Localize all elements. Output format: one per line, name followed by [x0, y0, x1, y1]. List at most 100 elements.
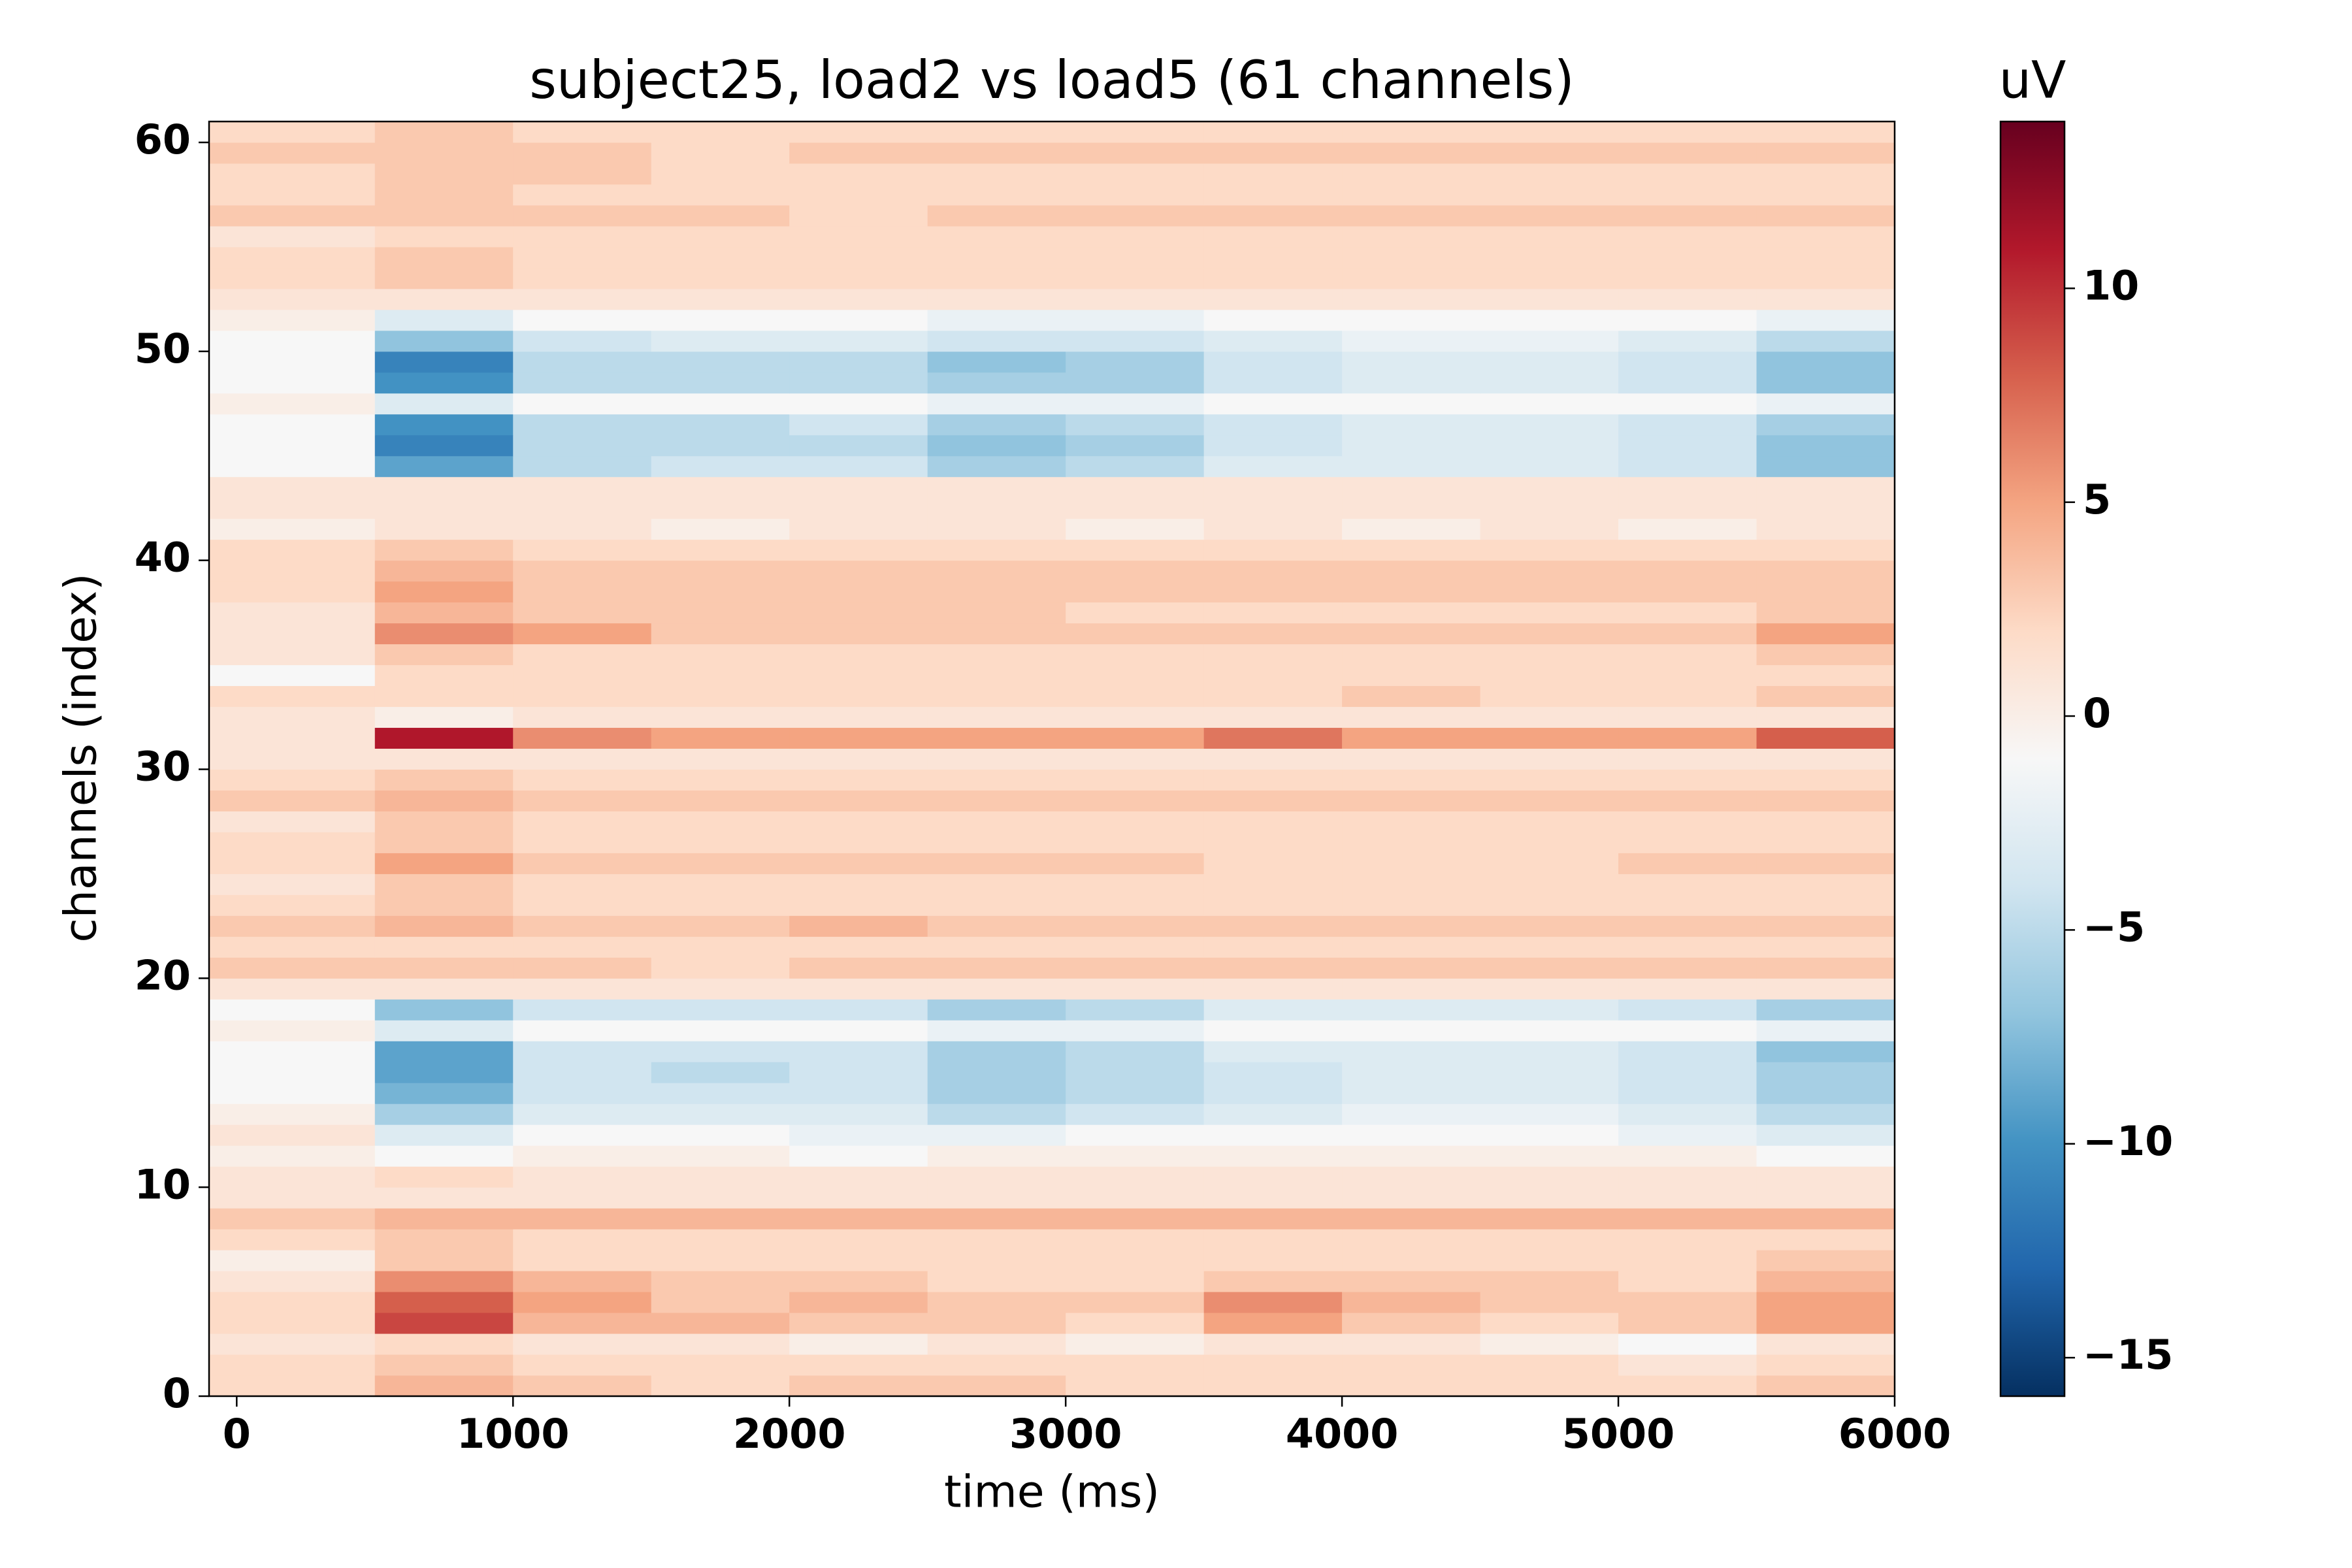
heatmap-cell [1342, 769, 1481, 791]
y-tick-label: 20 [135, 951, 191, 999]
heatmap-cell [789, 372, 928, 394]
heatmap-cell [1756, 664, 1895, 687]
heatmap-cell [927, 1271, 1066, 1292]
heatmap-cell [1618, 288, 1757, 310]
heatmap-cell [513, 539, 652, 561]
colorbar-tick-label: 5 [2083, 476, 2111, 523]
heatmap-cell [651, 853, 790, 874]
heatmap-cell [1203, 351, 1343, 373]
heatmap-cell [789, 748, 928, 770]
heatmap-cell [927, 853, 1066, 874]
heatmap-cell [1756, 685, 1895, 708]
heatmap-cell [1066, 1145, 1205, 1167]
heatmap-cell [1480, 602, 1619, 624]
heatmap-cell [209, 372, 376, 394]
heatmap-cell [651, 246, 790, 269]
heatmap-cell [1203, 414, 1343, 436]
heatmap-cell [1066, 602, 1205, 624]
heatmap-cell [789, 644, 928, 666]
heatmap-cell [1480, 163, 1619, 185]
heatmap-cell [1203, 1250, 1343, 1271]
heatmap-cell [1342, 1020, 1481, 1041]
heatmap-cell [374, 853, 514, 874]
colorbar [1999, 120, 2066, 1397]
heatmap-cell [1480, 1354, 1619, 1376]
heatmap-cell [209, 434, 376, 457]
heatmap-cell [651, 1292, 790, 1313]
heatmap-cell [1756, 1103, 1895, 1125]
heatmap-cell [651, 288, 790, 310]
x-tick-label: 1000 [457, 1410, 570, 1458]
heatmap-cell [1618, 267, 1757, 289]
heatmap-cell [513, 1145, 652, 1167]
y-tick-label: 50 [135, 325, 191, 372]
heatmap-cell [1066, 372, 1205, 394]
heatmap-cell [513, 1292, 652, 1313]
heatmap-cell [1618, 372, 1757, 394]
heatmap-cell [1480, 518, 1619, 540]
heatmap-cell [1342, 497, 1481, 519]
heatmap-cell [651, 727, 790, 749]
heatmap-cell [513, 978, 652, 1000]
heatmap-cell [1342, 1250, 1481, 1271]
colorbar-tick-label: 0 [2083, 689, 2111, 737]
heatmap-cell [374, 1354, 514, 1376]
heatmap-cell [927, 1166, 1066, 1188]
heatmap-cell [1756, 122, 1895, 143]
heatmap-cell [789, 811, 928, 832]
heatmap-cell [1756, 1062, 1895, 1083]
heatmap-cell [374, 434, 514, 457]
heatmap-cell [1203, 330, 1343, 352]
heatmap-cell [1756, 246, 1895, 269]
heatmap-cell [209, 1229, 376, 1250]
heatmap-cell [513, 1229, 652, 1250]
colorbar-tick-label: −5 [2083, 903, 2145, 951]
heatmap-cell [209, 602, 376, 624]
heatmap-cell [209, 246, 376, 269]
heatmap-cell [1618, 1103, 1757, 1125]
heatmap-cell [651, 915, 790, 937]
heatmap-cell [374, 581, 514, 603]
heatmap-cell [1618, 1041, 1757, 1062]
heatmap-cell [513, 204, 652, 227]
heatmap-cell [1342, 163, 1481, 185]
heatmap-cell [374, 999, 514, 1021]
heatmap-cell [1480, 832, 1619, 853]
heatmap-cell [1066, 644, 1205, 666]
heatmap-cell [374, 560, 514, 582]
y-axis-label: channels (index) [56, 573, 107, 942]
y-tick-label: 40 [135, 534, 191, 581]
heatmap-cell [1342, 204, 1481, 227]
y-tick-label: 10 [135, 1160, 191, 1208]
heatmap-cell [209, 1271, 376, 1292]
heatmap-cell [209, 1166, 376, 1188]
heatmap-cell [789, 915, 928, 937]
heatmap-cell [1480, 853, 1619, 874]
heatmap-cell [1618, 476, 1757, 498]
heatmap-cell [513, 999, 652, 1021]
heatmap-cell [1203, 748, 1343, 770]
heatmap-cell [651, 518, 790, 540]
heatmap-cell [651, 999, 790, 1021]
heatmap-cell [1756, 999, 1895, 1021]
heatmap-cell [1203, 434, 1343, 457]
heatmap-cell [1756, 309, 1895, 331]
heatmap-cell [651, 1229, 790, 1250]
heatmap-cell [1342, 1124, 1481, 1146]
heatmap-cell [209, 267, 376, 289]
heatmap-cell [374, 874, 514, 895]
heatmap-cell [513, 1313, 652, 1334]
heatmap-cell [651, 414, 790, 436]
heatmap-cell [651, 225, 790, 248]
heatmap-cell [1203, 184, 1343, 206]
heatmap-cell [209, 351, 376, 373]
heatmap-cell [374, 706, 514, 728]
heatmap-cell [209, 1124, 376, 1146]
heatmap-cell [1756, 853, 1895, 874]
heatmap-cell [513, 393, 652, 415]
heatmap-cell [1066, 163, 1205, 185]
heatmap-cell [1066, 204, 1205, 227]
heatmap-cell [1618, 1375, 1757, 1397]
heatmap-cell [1756, 539, 1895, 561]
heatmap-cell [927, 1208, 1066, 1230]
